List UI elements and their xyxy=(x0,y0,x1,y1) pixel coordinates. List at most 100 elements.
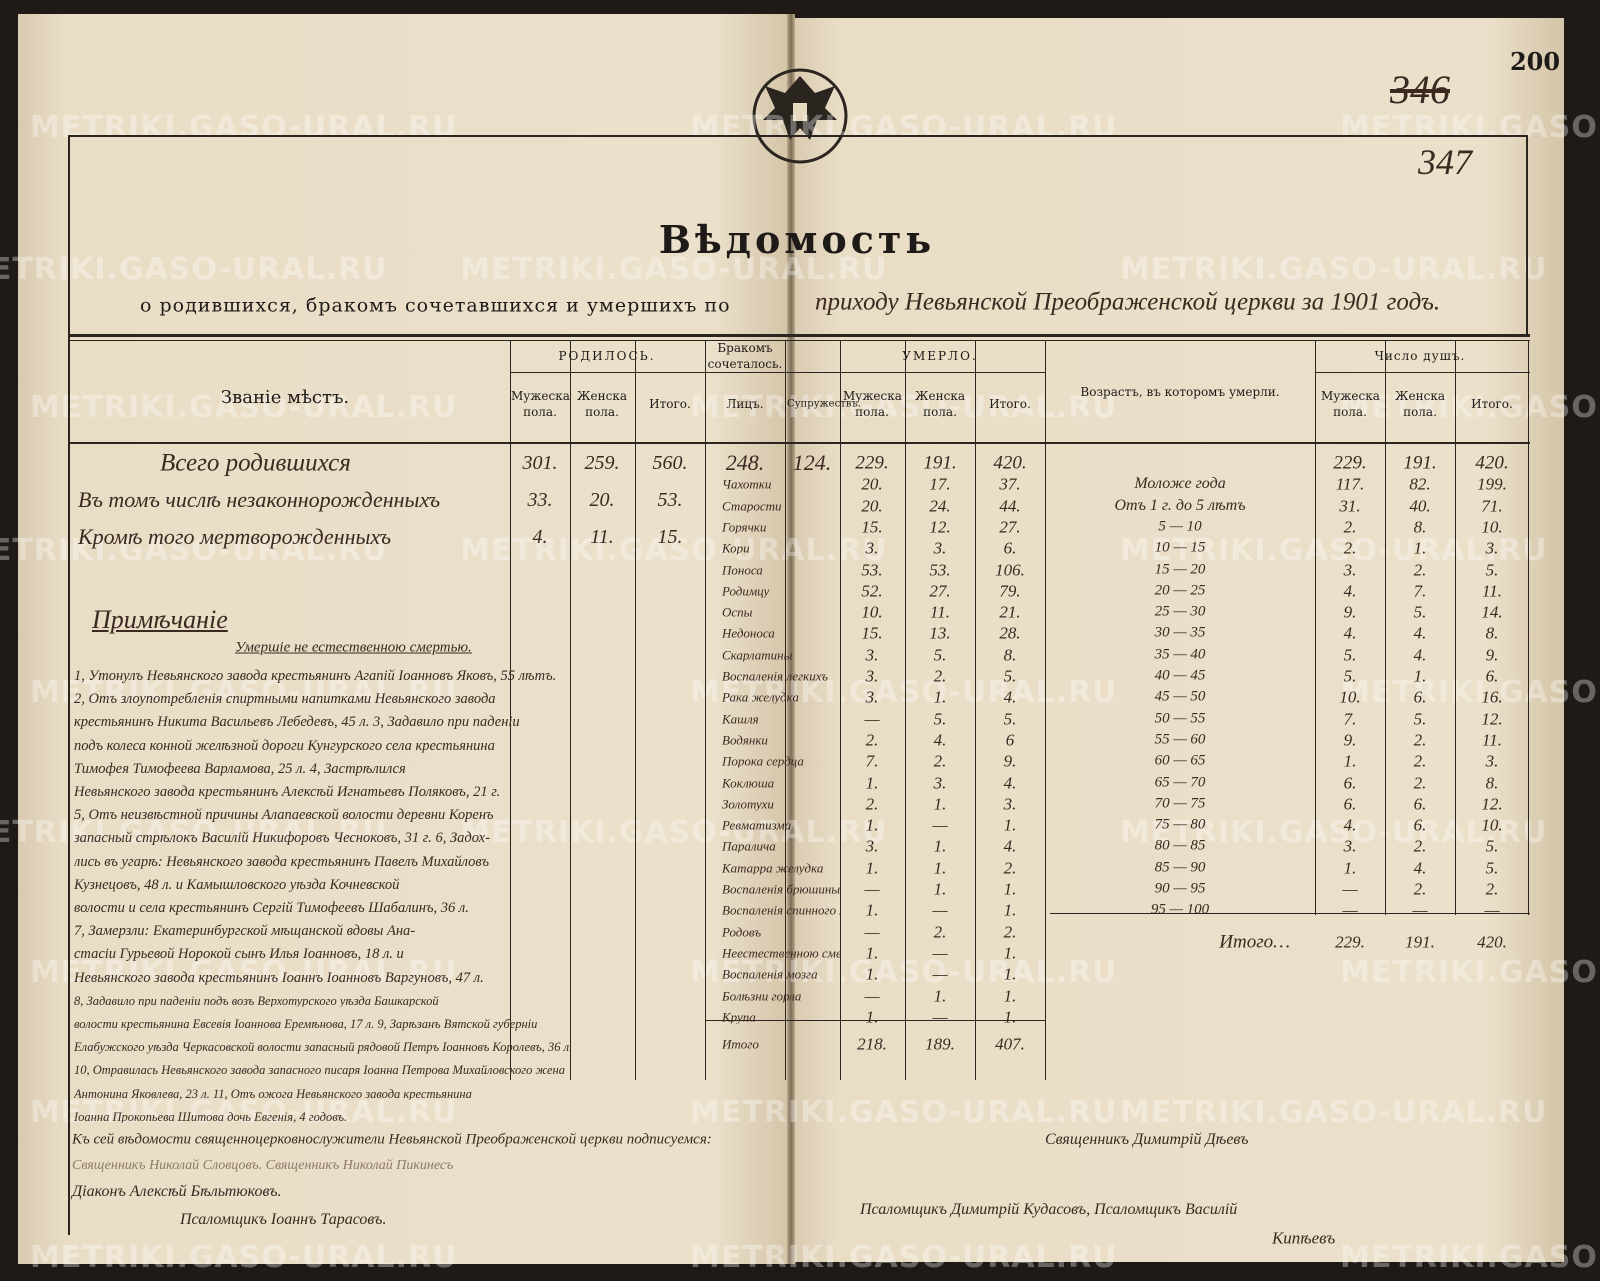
signature: Къ сей вѣдомости священноцерковнослужите… xyxy=(72,1131,712,1148)
header-male: Мужеска пола. xyxy=(511,388,570,419)
watermark: METRIKI.GASO-URAL.RU xyxy=(30,1240,458,1275)
watermark: METRIKI.GASO-URAL.RU xyxy=(1340,390,1600,425)
death-total: 229. xyxy=(855,452,889,474)
header-male: Мужеска пола. xyxy=(1321,388,1380,419)
archive-number: 347 xyxy=(1418,142,1472,182)
death-cause: Кашля xyxy=(722,712,759,726)
death-cause: Ревматизма xyxy=(722,818,792,832)
death-total: 44. xyxy=(999,496,1021,516)
note-line: Кузнецовъ, 48 л. и Камышловского уѣзда К… xyxy=(74,877,400,893)
death-female: 27. xyxy=(929,581,951,601)
watermark: METRIKI.GASO-URAL.RU xyxy=(1120,815,1548,850)
death-total: 5. xyxy=(1003,709,1017,729)
age-range: 75 — 80 xyxy=(1154,816,1206,833)
age-range: 5 — 10 xyxy=(1158,518,1202,535)
column-line xyxy=(1045,340,1046,1080)
death-total: 6 xyxy=(1005,730,1015,750)
signature: Діаконъ Алексѣй Бѣльтюковъ. xyxy=(72,1183,282,1200)
death-total: 5. xyxy=(1003,666,1017,686)
age-total: — xyxy=(1484,900,1500,920)
death-total: 27. xyxy=(999,517,1021,537)
death-male: 2. xyxy=(865,730,879,750)
age-range: 10 — 15 xyxy=(1154,539,1206,556)
death-male: 3. xyxy=(865,645,879,665)
birth-total: 53. xyxy=(657,489,683,511)
age-male: — xyxy=(1342,900,1358,920)
souls-total: 420. xyxy=(1475,452,1509,474)
death-male: 52. xyxy=(861,581,883,601)
watermark: METRIKI.GASO-URAL.RU xyxy=(0,533,388,568)
age-female: 82. xyxy=(1409,474,1431,494)
age-male: — xyxy=(1342,879,1358,899)
header-female: Женска пола. xyxy=(915,388,965,419)
death-male: 1. xyxy=(865,900,879,920)
age-range: 35 — 40 xyxy=(1154,646,1206,663)
watermark: METRIKI.GASO-URAL.RU xyxy=(690,1240,1118,1275)
death-cause: Родовъ xyxy=(722,925,762,939)
age-range: 45 — 50 xyxy=(1154,688,1206,705)
death-cause: Недоноса xyxy=(722,626,775,640)
death-male: — xyxy=(864,709,880,729)
death-cause: Воспаленія легкихъ xyxy=(722,669,828,683)
book-spine xyxy=(787,14,795,1264)
column-line xyxy=(1315,340,1316,915)
age-total: 10. xyxy=(1481,517,1503,537)
age-range: 40 — 45 xyxy=(1154,667,1206,684)
death-total: 407. xyxy=(995,1034,1025,1054)
death-cause: Порока сердца xyxy=(722,754,804,768)
age-male: 5. xyxy=(1343,645,1357,665)
age-male: 4. xyxy=(1343,581,1357,601)
note-line: 5, Отъ неизвѣстной причины Алапаевской в… xyxy=(74,807,494,823)
header-bottom xyxy=(70,442,1530,444)
age-total: 5. xyxy=(1485,858,1499,878)
marriage-persons: 248. xyxy=(725,450,765,475)
signature: Псаломщикъ Іоаннъ Тарасовъ. xyxy=(180,1211,387,1228)
note-line: 2, Отъ злоупотребленія спиртными напитка… xyxy=(74,691,496,707)
death-cause: Рака желудка xyxy=(722,690,799,704)
death-female: 13. xyxy=(929,623,951,643)
note-line: 7, Замерзли: Екатеринбургской мѣщанской … xyxy=(74,923,416,939)
death-male: 20. xyxy=(861,474,883,494)
signature: Псаломщикъ Димитрій Кудасовъ, Псаломщикъ… xyxy=(860,1201,1238,1218)
age-male: 2. xyxy=(1343,538,1357,558)
birth-total: 560. xyxy=(652,452,688,474)
death-total: 1. xyxy=(1003,900,1017,920)
age-total: 5. xyxy=(1485,560,1499,579)
signature: Священникъ Николай Словцовъ. Священникъ … xyxy=(72,1158,454,1173)
death-cause: Воспаленія спинного мозга xyxy=(722,903,840,917)
death-male: 3. xyxy=(865,666,879,686)
header-deaths: УМЕРЛО. xyxy=(902,348,978,363)
watermark: METRIKI.GASO-URAL.RU xyxy=(0,815,388,850)
watermark: METRIKI.GASO-URAL.RU xyxy=(30,390,458,425)
age-range: 90 — 95 xyxy=(1154,880,1206,897)
age-range: 50 — 55 xyxy=(1154,710,1206,727)
death-cause: Неестественною смертью xyxy=(722,946,840,960)
note-line: Невьянского завода крестьянинъ Іоаннъ Іо… xyxy=(74,970,484,985)
age-range: 70 — 75 xyxy=(1154,795,1206,812)
notes-title: Примѣчаніе xyxy=(92,605,228,634)
age-range: 20 — 25 xyxy=(1154,582,1206,599)
souls-total: 229. xyxy=(1333,452,1367,474)
birth-label: Въ томъ числѣ незаконнорожденныхъ xyxy=(78,487,441,512)
right-page xyxy=(792,18,1564,1262)
header-female: Женска пола. xyxy=(577,388,627,419)
age-female: 2. xyxy=(1413,751,1427,771)
death-cause: Катарра желудка xyxy=(722,861,824,875)
header-total: Итого. xyxy=(989,396,1031,411)
death-female: — xyxy=(932,815,948,835)
age-total: 3. xyxy=(1485,751,1499,771)
note-line: Елабужского уѣзда Черкасовской волости з… xyxy=(74,1040,573,1054)
emblem xyxy=(752,68,848,164)
watermark: METRIKI.GASO-URAL.RU xyxy=(460,533,888,568)
watermark: METRIKI.GASO-URAL.RU xyxy=(1120,533,1548,568)
age-total: 12. xyxy=(1481,794,1503,814)
note-line: Тимофея Тимофеева Варламова, 25 л. 4, За… xyxy=(74,761,406,777)
death-female: 12. xyxy=(929,517,951,537)
death-female: 11. xyxy=(930,602,950,622)
death-total: 1. xyxy=(1003,1007,1017,1027)
death-female: — xyxy=(932,900,948,920)
age-male: 1. xyxy=(1343,858,1357,878)
header-male: Мужеска пола. xyxy=(843,388,902,419)
death-male: 1. xyxy=(865,773,879,792)
column-line xyxy=(1385,340,1386,915)
